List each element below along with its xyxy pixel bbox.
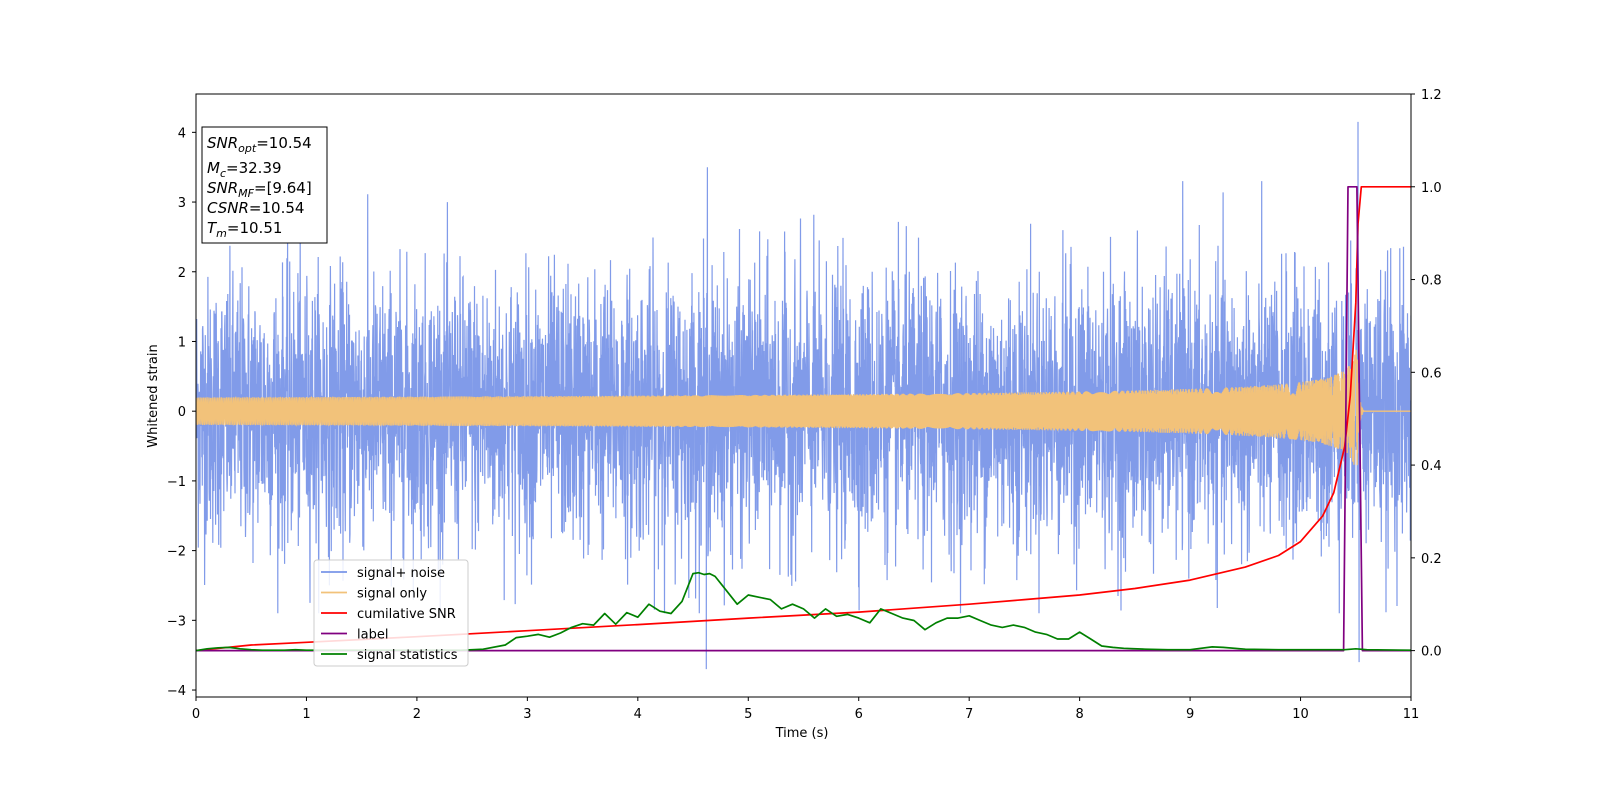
info-box: SNRopt=10.54 Mc=32.39SNRMF=[9.64]CSNR=10.… — [201, 126, 328, 244]
x-tick-label: 11 — [1403, 707, 1420, 722]
x-tick-label: 6 — [855, 707, 863, 722]
series-cumilative-snr — [196, 185, 1411, 652]
x-tick-label: 0 — [192, 707, 200, 722]
info-line: SNRopt=10.54 — [207, 134, 312, 155]
legend-label: label — [357, 628, 388, 643]
y2-tick-label: 0.6 — [1421, 366, 1442, 381]
info-line: SNRMF=[9.64] — [207, 179, 312, 200]
y-tick-label: 3 — [178, 196, 186, 211]
legend-label: cumilative SNR — [357, 607, 456, 622]
info-line: Mc=32.39 — [207, 159, 282, 180]
y-tick-label: −4 — [167, 684, 186, 699]
x-tick-label: 4 — [634, 707, 642, 722]
y2-tick-label: 0.8 — [1421, 274, 1442, 289]
x-tick-label: 2 — [413, 707, 421, 722]
x-tick-label: 10 — [1292, 707, 1309, 722]
y2-tick-label: 0.0 — [1421, 645, 1442, 660]
series-signal-noise — [196, 121, 1411, 670]
series-label — [196, 185, 1411, 652]
y2-tick-label: 1.0 — [1421, 181, 1442, 196]
x-tick-label: 8 — [1075, 707, 1083, 722]
series-signal-only — [196, 349, 1411, 466]
y2-tick-label: 1.2 — [1421, 88, 1442, 103]
y2-tick-label: 0.4 — [1421, 459, 1442, 474]
x-tick-label: 9 — [1186, 707, 1194, 722]
legend-label: signal statistics — [357, 648, 458, 663]
info-line: CSNR=10.54 — [207, 199, 304, 217]
x-tick-label: 5 — [744, 707, 752, 722]
x-axis: 0 1 2 3 4 5 6 7 8 9 10 11 — [192, 697, 1419, 722]
y-axis-label: Whitened strain — [146, 344, 161, 447]
legend-label: signal+ noise — [357, 566, 445, 581]
y-tick-label: −2 — [167, 545, 186, 560]
y-tick-label: −1 — [167, 475, 186, 490]
y-tick-label: −3 — [167, 614, 186, 629]
plot-frame — [195, 93, 1412, 698]
y-axis-right: 0.0 0.2 0.4 0.6 0.8 1.0 1.2 — [1411, 88, 1442, 660]
x-tick-label: 7 — [965, 707, 973, 722]
x-axis-label: Time (s) — [775, 726, 829, 741]
y2-tick-label: 0.2 — [1421, 552, 1442, 567]
x-tick-label: 3 — [523, 707, 531, 722]
x-tick-label: 1 — [302, 707, 310, 722]
info-line: Tm=10.51 — [207, 219, 282, 240]
y-tick-label: 1 — [178, 335, 186, 350]
legend: signal+ noise signal only cumilative SNR la… — [313, 559, 469, 667]
legend-label: signal only — [357, 587, 427, 602]
y-tick-label: 2 — [178, 266, 186, 281]
y-axis-left: 4 3 2 1 0 −1 −2 −3 −4 — [167, 126, 196, 699]
y-tick-label: 0 — [178, 405, 186, 420]
y-tick-label: 4 — [178, 126, 186, 141]
